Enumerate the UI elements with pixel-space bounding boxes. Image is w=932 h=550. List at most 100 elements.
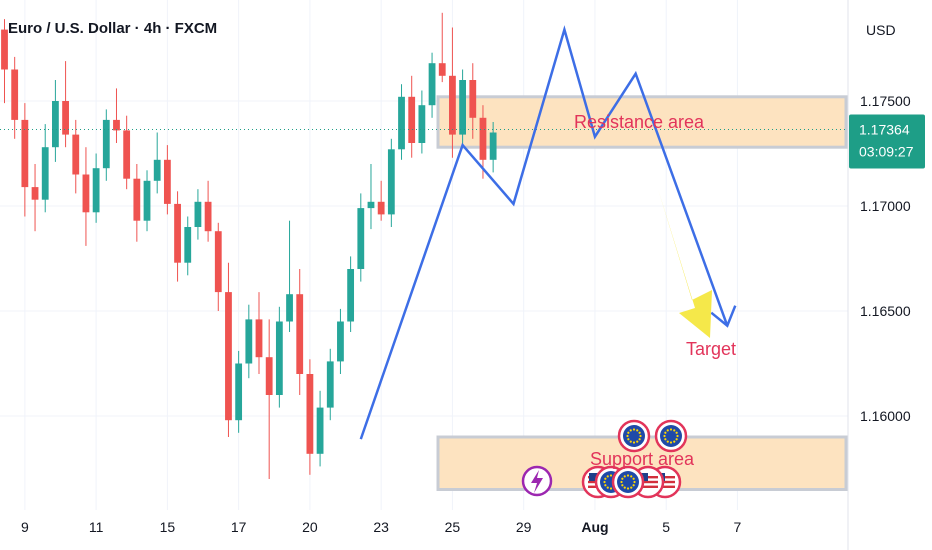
eu-star <box>676 434 679 438</box>
candle <box>92 153 100 223</box>
candle <box>235 350 243 433</box>
candle-body <box>265 357 273 395</box>
candle <box>387 138 395 227</box>
time-tick-label: 9 <box>21 519 29 535</box>
candle-body <box>102 119 110 169</box>
candle <box>459 69 466 146</box>
resistance-zone[interactable] <box>436 95 848 149</box>
candle <box>52 80 59 162</box>
candle <box>194 189 202 240</box>
candle-body <box>459 80 466 135</box>
drawing-overlay <box>0 25 848 440</box>
eu-star <box>626 487 630 490</box>
eu-star <box>636 440 639 443</box>
candle <box>357 193 365 282</box>
candle-body <box>255 319 263 358</box>
us-stripe <box>638 485 658 488</box>
candle <box>102 109 110 181</box>
candle <box>214 222 222 311</box>
candle <box>163 145 171 215</box>
candle <box>367 164 375 230</box>
candle <box>438 12 446 83</box>
candle <box>153 132 161 194</box>
chart-title: Euro / U.S. Dollar · 4h · FXCM <box>8 20 217 37</box>
eu-star <box>621 484 624 487</box>
price-tick-label: 1.16500 <box>860 303 911 319</box>
time-axis-labels[interactable]: 9 11 15 17 20 23 25 29 Aug 5 7 <box>21 519 742 535</box>
price-axis[interactable] <box>848 0 932 550</box>
eu-flag-icon <box>660 425 682 447</box>
lightning-event-icon[interactable] <box>521 465 553 497</box>
eu-star <box>623 475 626 478</box>
candle-body <box>214 231 222 293</box>
eu-star <box>626 474 630 477</box>
us-canton <box>639 473 648 481</box>
candle <box>428 52 436 118</box>
eu-star <box>638 431 641 434</box>
candle <box>449 27 456 158</box>
candle <box>377 180 385 221</box>
candle-body <box>316 407 324 454</box>
candle-body <box>438 63 446 76</box>
eu-flag-icon <box>617 471 639 493</box>
eu-event-icon[interactable] <box>617 419 651 453</box>
us-stripe <box>655 485 675 488</box>
candle <box>82 147 90 246</box>
time-tick-label: 11 <box>89 519 104 535</box>
eu-star <box>604 484 607 487</box>
eu-star <box>603 480 606 484</box>
candle <box>469 63 477 139</box>
eu-event-icon[interactable] <box>654 419 688 453</box>
eu-star <box>630 486 633 489</box>
candle-body <box>184 227 192 263</box>
candle-body <box>123 130 131 179</box>
candle-body <box>31 187 39 200</box>
eu-star <box>673 429 676 432</box>
candle <box>265 319 273 479</box>
candle-body <box>204 201 212 232</box>
candle-body <box>82 174 90 213</box>
time-tick-label: 20 <box>302 519 318 535</box>
us-stripe <box>655 480 675 484</box>
currency-label[interactable]: USD <box>866 22 896 38</box>
candle <box>184 216 192 276</box>
eu-star <box>669 441 673 444</box>
candle <box>143 170 151 232</box>
candle <box>326 348 334 421</box>
eu-star <box>609 474 613 477</box>
candle-body <box>449 75 456 135</box>
eu-star <box>664 438 667 441</box>
candle-body <box>245 319 253 364</box>
eu-star <box>627 438 630 441</box>
eu-star <box>669 428 673 431</box>
candle <box>479 105 487 179</box>
time-tick-label: 29 <box>516 519 532 535</box>
candle-body <box>387 149 395 215</box>
support-zone-label: Support area <box>590 449 695 469</box>
candle <box>418 90 426 154</box>
candle <box>31 164 39 232</box>
candle <box>1 19 8 104</box>
candle-body <box>479 117 487 160</box>
eu-star <box>621 477 624 480</box>
target-arrow[interactable] <box>658 189 712 338</box>
time-tick-label: 15 <box>160 519 176 535</box>
candle-body <box>275 321 283 395</box>
candle <box>489 122 497 173</box>
time-tick-label: Aug <box>581 519 608 535</box>
candle <box>225 262 232 437</box>
eu-star <box>675 431 678 434</box>
eu-star <box>606 486 609 489</box>
eu-star <box>673 440 676 443</box>
projection-path[interactable] <box>359 25 729 440</box>
eu-star <box>604 477 607 480</box>
eu-star <box>629 440 632 443</box>
candle-body <box>143 180 151 221</box>
eu-star <box>609 487 613 490</box>
time-tick-label: 7 <box>734 519 742 535</box>
price-tick-label: 1.17000 <box>860 198 911 214</box>
candle <box>174 191 181 282</box>
eu-event-icon[interactable] <box>611 465 645 499</box>
candle-body <box>398 96 405 150</box>
